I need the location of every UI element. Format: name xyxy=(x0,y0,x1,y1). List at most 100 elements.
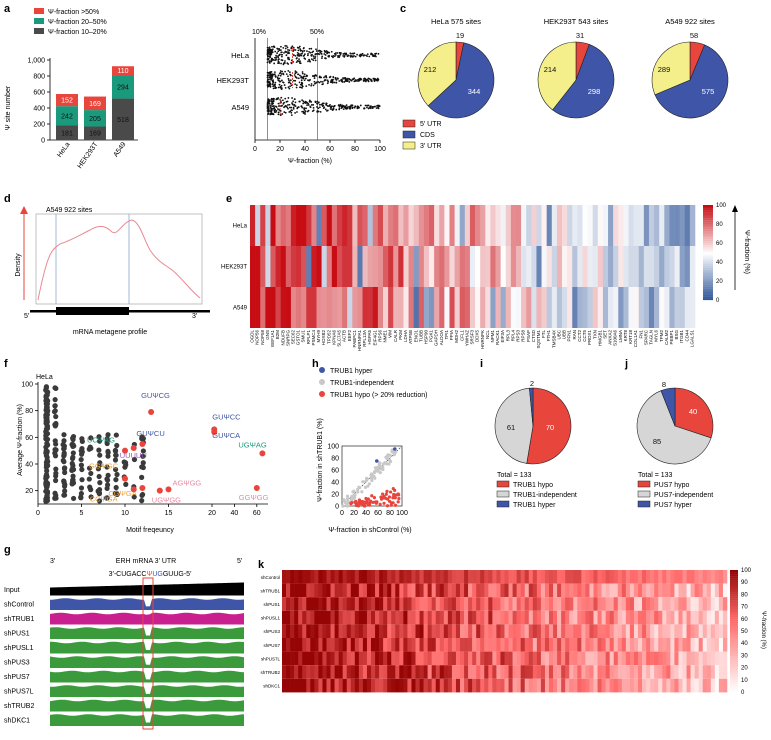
panel-k-cbar-step-12 xyxy=(730,594,738,597)
panel-b-dot-2-133 xyxy=(367,104,370,107)
panel-k-cell-4-109 xyxy=(722,624,728,638)
panel-k-cell-0-24 xyxy=(379,570,384,584)
panel-h-indep-33 xyxy=(360,490,364,494)
panel-k-cell-0-108 xyxy=(718,570,724,584)
panel-k-cell-8-106 xyxy=(710,678,716,693)
panel-e-cell-0-40 xyxy=(454,205,461,246)
panel-k-cell-5-77 xyxy=(593,638,598,652)
panel-e-cell-1-71 xyxy=(613,246,619,287)
panel-k-cell-7-59 xyxy=(520,665,526,679)
panel-e-cell-0-49 xyxy=(500,205,507,246)
panel-k-cell-8-96 xyxy=(670,678,675,693)
panel-k-cell-3-71 xyxy=(569,610,574,625)
panel-k-cell-2-104 xyxy=(702,597,708,611)
panel-k-cell-6-30 xyxy=(403,651,408,666)
panel-k-row-label-3: shPUSL1 xyxy=(261,616,281,621)
panel-f-bg-point-219 xyxy=(45,408,51,414)
panel-b-dot-0-97 xyxy=(299,62,302,65)
panel-k-cell-2-50 xyxy=(484,597,489,611)
panel-k-cell-1-38 xyxy=(435,583,441,598)
panel-k-cell-3-31 xyxy=(407,610,412,625)
panel-k-cell-0-69 xyxy=(561,570,566,584)
panel-b-dot-2-308 xyxy=(304,102,307,104)
panel-k-cell-5-19 xyxy=(358,638,364,652)
panel-e-cell-1-36 xyxy=(434,246,440,287)
panel-k-cell-1-95 xyxy=(666,583,671,598)
panel-h-indep-61 xyxy=(352,489,356,493)
panel-f-motif-point-5 xyxy=(130,445,137,451)
panel-h-indep-10 xyxy=(361,480,365,484)
panel-b-dot-0-258 xyxy=(311,51,314,54)
panel-h-xtick-label-0: 0 xyxy=(340,510,344,517)
panel-g-right-end: 5′ xyxy=(237,558,243,565)
panel-k-row-label-8: shDKC1 xyxy=(263,684,280,689)
panel-b-dot-0-149 xyxy=(296,46,299,49)
panel-a-bar-HEK293T-1 xyxy=(84,110,106,127)
panel-f-bg-point-232 xyxy=(52,490,58,496)
panel-e-cell-1-12 xyxy=(311,246,317,287)
panel-f-bg-point-191 xyxy=(53,422,59,428)
panel-k-cell-8-15 xyxy=(342,678,348,693)
panel-k-cell-4-73 xyxy=(577,624,582,638)
panel-k-cell-3-99 xyxy=(682,610,687,625)
panel-e-cell-2-5 xyxy=(275,287,281,328)
panel-b-dot-0-74 xyxy=(268,60,271,63)
panel-k-cell-1-67 xyxy=(553,583,558,598)
panel-b-dot-1-287 xyxy=(358,78,361,81)
panel-k-cell-7-3 xyxy=(294,665,299,679)
panel-b-dot-2-214 xyxy=(271,113,274,116)
panel-b-dot-2-202 xyxy=(284,111,287,114)
panel-b-dot-0-284 xyxy=(332,56,334,59)
panel-k-cell-0-10 xyxy=(322,570,327,584)
panel-h-indep-73 xyxy=(373,466,377,470)
panel-k-cell-3-57 xyxy=(512,610,517,625)
panel-b-dot-2-266 xyxy=(316,100,319,103)
panel-b-dot-2-311 xyxy=(273,106,276,109)
panel-e-gene-label-43: SRSF3 xyxy=(470,330,475,345)
panel-k-cell-2-99 xyxy=(682,597,687,611)
panel-k-cell-3-78 xyxy=(597,610,602,625)
panel-e-cell-2-74 xyxy=(628,287,634,328)
panel-b-dot-0-233 xyxy=(266,46,269,49)
panel-k-cell-5-69 xyxy=(561,638,566,652)
panel-f-motif-label-8: CGΨGA xyxy=(108,489,136,498)
panel-k-cell-6-53 xyxy=(496,651,501,666)
panel-k-cell-5-52 xyxy=(492,638,497,652)
panel-k-cell-1-90 xyxy=(646,583,651,598)
panel-b-dot-0-319 xyxy=(349,52,352,55)
panel-b-dot-1-127 xyxy=(288,71,291,74)
panel-e-gene-label-50: RPL3 xyxy=(505,330,510,342)
panel-h-hypo-43 xyxy=(396,500,400,504)
panel-h-indep-40 xyxy=(346,500,350,504)
panel-k-cell-7-96 xyxy=(670,665,675,679)
panel-h-indep-34 xyxy=(356,488,360,492)
panel-b-dot-1-10 xyxy=(326,82,329,85)
panel-e-cell-2-19 xyxy=(347,287,353,328)
panel-b-xtick-label-1: 20 xyxy=(276,146,284,153)
panel-k-cell-7-11 xyxy=(326,665,331,679)
panel-k-cell-2-34 xyxy=(419,597,424,611)
panel-k-cell-6-105 xyxy=(706,651,712,666)
panel-k-cell-8-92 xyxy=(654,678,659,693)
panel-k-cell-3-80 xyxy=(605,610,610,625)
panel-k-cbar-step-35 xyxy=(730,641,738,644)
panel-k-cell-3-29 xyxy=(399,610,404,625)
panel-k-cbar-step-5 xyxy=(730,580,738,583)
panel-f-ytick-label-3: 80 xyxy=(25,408,33,415)
panel-e-cbar-step-29 xyxy=(703,260,713,263)
panel-e-cell-0-3 xyxy=(265,205,271,246)
panel-k-cell-3-23 xyxy=(375,610,380,625)
panel-b-dot-2-96 xyxy=(364,104,367,107)
panel-e-cbar-step-35 xyxy=(703,271,713,274)
panel-e-gene-label-82: PEBP1 xyxy=(669,330,674,345)
panel-f-xtick-label-5: 40 xyxy=(231,510,239,517)
panel-e-cell-1-11 xyxy=(306,246,312,287)
panel-k-cell-0-14 xyxy=(338,570,343,584)
panel-k-cell-8-57 xyxy=(512,678,517,693)
panel-k-cell-5-72 xyxy=(573,638,578,652)
panel-b-dot-1-157 xyxy=(289,85,291,88)
panel-k-cell-1-83 xyxy=(617,583,623,598)
panel-k-cell-3-109 xyxy=(722,610,728,625)
panel-e-gene-label-84: ITGB1 xyxy=(679,330,684,344)
panel-b-dot-1-240 xyxy=(317,80,319,83)
